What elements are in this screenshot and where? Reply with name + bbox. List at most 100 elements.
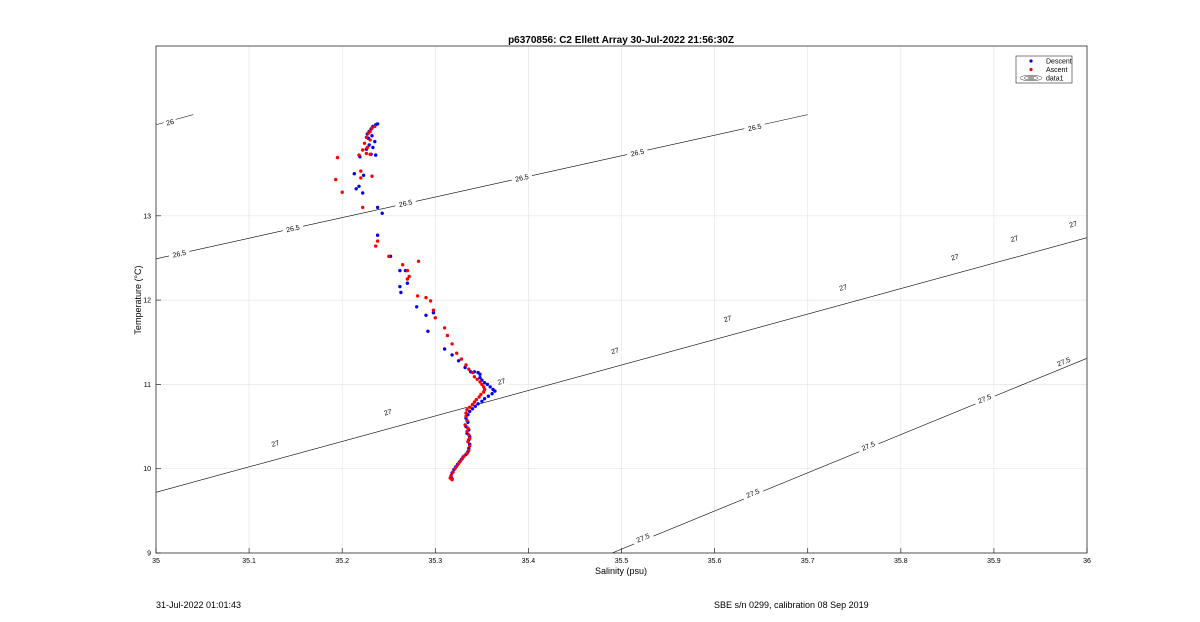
ascent-point xyxy=(405,277,410,281)
ascent-point xyxy=(370,174,374,178)
isopycnal-label-bg xyxy=(162,116,178,129)
ascent-point xyxy=(460,456,464,461)
ascent-point xyxy=(362,141,367,145)
descent-point xyxy=(456,359,461,363)
descent-point xyxy=(398,284,402,289)
y-tick-label: 10 xyxy=(143,466,151,473)
isopycnal-label: 27 xyxy=(607,344,623,357)
descent-point xyxy=(361,173,366,177)
ascent-point xyxy=(433,316,437,320)
ascent-point xyxy=(442,326,447,330)
ascent-point xyxy=(361,148,365,152)
y-tick-label: 9 xyxy=(147,551,151,558)
ascent-point xyxy=(472,375,477,379)
ascent-point xyxy=(445,333,450,338)
descent-point xyxy=(488,385,492,389)
descent-point xyxy=(424,313,428,317)
isopycnal-label: 27 xyxy=(720,312,735,325)
isopycnal-label-text: 27 xyxy=(271,440,280,449)
ascent-point xyxy=(478,380,482,384)
ascent-point xyxy=(468,436,472,441)
descent-point xyxy=(482,381,487,385)
x-tick-label: 35.7 xyxy=(801,558,815,565)
legend-box xyxy=(1015,55,1073,84)
isopycnal-label: 27.5 xyxy=(973,390,996,407)
x-tick-label: 35.9 xyxy=(987,558,1001,565)
isopycnal-label-text: 27 xyxy=(723,315,732,324)
ascent-point xyxy=(359,176,363,180)
ascent-point xyxy=(464,414,468,419)
ascent-point xyxy=(466,440,470,444)
x-tick-label: 35.1 xyxy=(242,558,256,565)
ascent-point xyxy=(334,177,338,182)
isopycnal-label-text: 26.5 xyxy=(398,199,413,209)
isopycnal-label: 27 xyxy=(947,251,962,264)
isopycnal-label: 26.5 xyxy=(743,120,766,134)
ascent-point xyxy=(479,392,483,397)
descent-point xyxy=(380,211,384,215)
isopycnal-label-bg xyxy=(947,251,962,264)
legend-label-data1: data1 xyxy=(1046,76,1064,83)
descent-point xyxy=(482,397,487,401)
isopycnal-label-bg xyxy=(741,485,765,502)
isopycnal-label-text: 26.5 xyxy=(747,123,762,133)
isopycnal-label: 26.5 xyxy=(626,145,649,160)
x-axis-label: Salinity (psu) xyxy=(595,566,647,576)
isopycnal-label-text: 26.5 xyxy=(172,250,187,260)
ascent-point xyxy=(463,423,467,427)
isopycnal-label-text: 26.5 xyxy=(515,174,530,184)
isopycnal-label-bg xyxy=(1007,232,1022,245)
isopycnal-label: 27.5 xyxy=(631,529,655,546)
legend-label-descent: Descent xyxy=(1046,59,1072,66)
descent-point xyxy=(426,329,430,333)
descent-point xyxy=(431,311,436,315)
descent-point xyxy=(450,353,454,357)
isopycnal-label-text: 27.5 xyxy=(746,488,761,500)
y-tick-label: 13 xyxy=(143,213,151,220)
isopycnal-label-bg xyxy=(607,344,623,357)
ascent-point xyxy=(450,478,454,482)
isopycnal-label-text: 26 xyxy=(166,119,175,128)
isopycnal-label-text: 27 xyxy=(950,254,959,263)
ascent-point xyxy=(482,385,486,389)
ascent-point xyxy=(451,470,455,474)
isopycnal-label-text: 26.5 xyxy=(630,149,645,159)
ascent-point xyxy=(453,467,457,471)
y-tick-label: 12 xyxy=(143,298,151,305)
ascent-point xyxy=(456,461,461,466)
ascent-point xyxy=(449,473,453,478)
descent-point xyxy=(361,191,365,195)
ascent-point xyxy=(459,357,464,361)
ascent-point xyxy=(482,390,486,394)
isopycnal-label-bg xyxy=(281,221,304,236)
footer-instrument-info: SBE s/n 0299, calibration 08 Sep 2019 xyxy=(714,600,869,610)
ascent-point xyxy=(465,418,469,423)
ascent-point xyxy=(467,448,471,452)
descent-point xyxy=(480,399,484,403)
isopycnal-label-bg xyxy=(510,171,534,185)
ascent-point xyxy=(465,451,469,456)
isopycnal-label: 27 xyxy=(1007,232,1022,245)
isopycnal-line xyxy=(156,237,1087,493)
legend-marker-ascent xyxy=(1029,67,1033,72)
isopycnal-line xyxy=(156,114,808,260)
isopycnal-label-text: 27.5 xyxy=(1056,357,1071,369)
ascent-point xyxy=(477,395,481,399)
isopycnal-label-bg xyxy=(1065,218,1081,231)
descent-point xyxy=(415,305,419,309)
isopycnal-label-bg xyxy=(631,529,655,546)
legend: Descent Ascent data1 xyxy=(1015,55,1073,84)
x-tick-label: 35.8 xyxy=(894,558,908,565)
legend-contour-icon xyxy=(1019,74,1043,82)
descent-point xyxy=(357,184,361,188)
descent-point xyxy=(367,143,371,147)
ascent-point xyxy=(465,429,469,434)
ascent-point xyxy=(464,363,468,367)
isopycnal-labels: 26 26.5 26.5 26.5 26.5 26.5 26.5 27 27 27 27 27 27 27… xyxy=(162,116,1081,546)
descent-point xyxy=(486,394,491,398)
ascent-point xyxy=(401,263,405,267)
ascent-point xyxy=(431,308,436,312)
series-ascent xyxy=(334,124,487,482)
ascent-point xyxy=(357,153,361,157)
descent-point xyxy=(399,290,403,295)
